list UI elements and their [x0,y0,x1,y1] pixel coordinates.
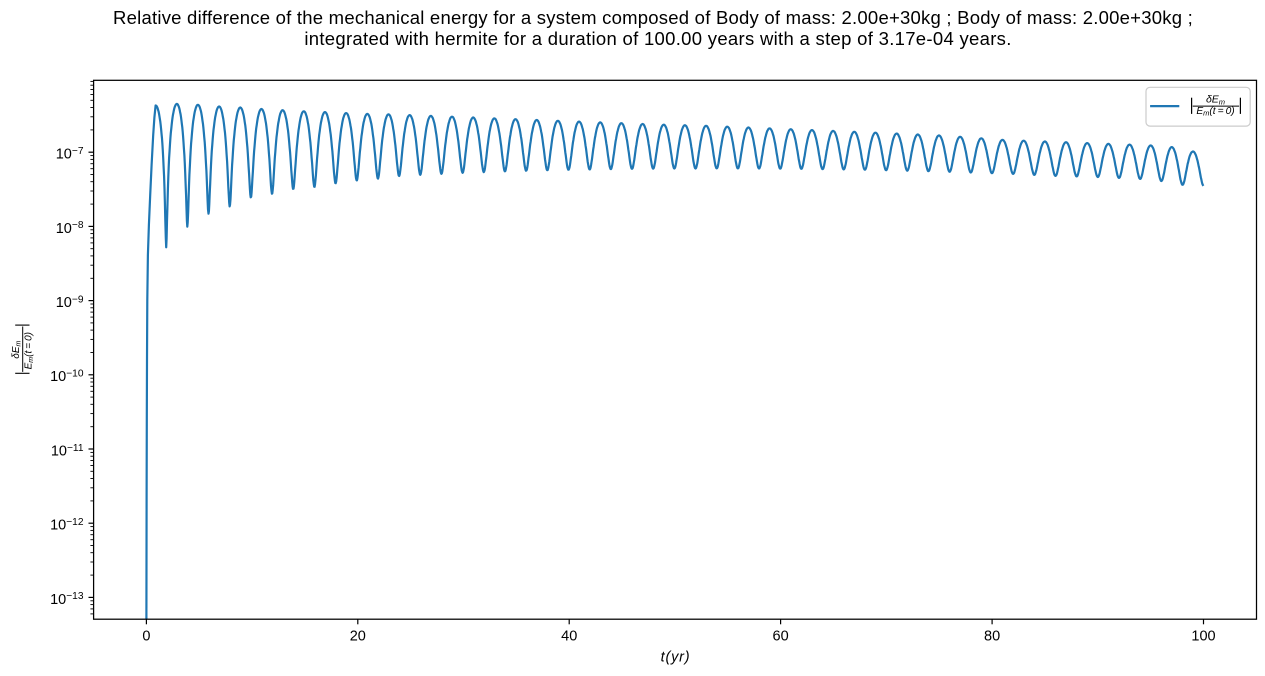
svg-text:20: 20 [350,628,366,644]
svg-text:Em(t = 0): Em(t = 0) [1196,106,1234,118]
svg-text:100: 100 [1191,628,1215,644]
svg-text:integrated with hermite for a: integrated with hermite for a duration o… [304,28,1011,49]
svg-text:40: 40 [561,628,577,644]
svg-text:80: 80 [984,628,1000,644]
svg-text:60: 60 [773,628,789,644]
svg-text:Em(t = 0): Em(t = 0) [23,332,35,369]
svg-text:δEm: δEm [11,341,22,359]
svg-text:Relative difference of the mec: Relative difference of the mechanical en… [113,7,1193,28]
svg-text:0: 0 [142,628,150,644]
svg-text:δEm: δEm [1206,94,1225,107]
svg-text:t(yr): t(yr) [661,650,691,666]
